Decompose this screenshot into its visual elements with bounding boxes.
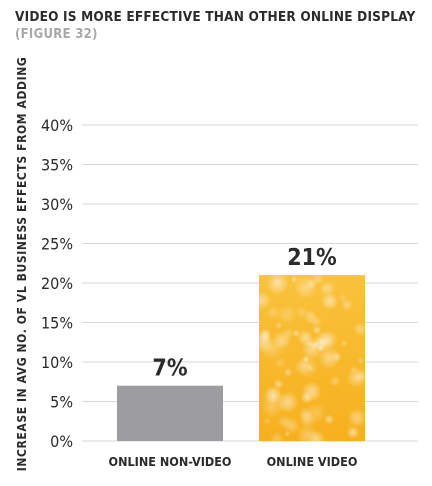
bar-online-video <box>259 275 365 441</box>
y-tick-label: 10% <box>41 353 73 372</box>
y-tick-label: 15% <box>41 314 73 333</box>
x-axis-categories: ONLINE NON-VIDEO ONLINE VIDEO <box>109 454 358 469</box>
y-tick-label: 20% <box>41 274 73 293</box>
bar-online-non-video <box>117 385 223 441</box>
bokeh-texture <box>259 275 365 441</box>
y-tick-label: 35% <box>41 156 73 175</box>
bars <box>117 275 365 441</box>
data-label: 21% <box>287 245 337 271</box>
chart-subtitle: (FIGURE 32) <box>15 27 98 42</box>
y-tick-label: 40% <box>41 116 73 135</box>
y-tick-label: 25% <box>41 235 73 254</box>
x-category-label: ONLINE VIDEO <box>267 454 358 469</box>
chart-title: VIDEO IS MORE EFFECTIVE THAN OTHER ONLIN… <box>15 9 416 25</box>
data-labels: 7% 21% <box>152 245 337 382</box>
y-axis-label: INCREASE IN AVG NO. OF VL BUSINESS EFFEC… <box>15 57 29 472</box>
y-axis-ticks: 0% 5% 10% 15% 20% 25% 30% 35% 40% <box>41 116 73 451</box>
y-tick-label: 0% <box>50 432 73 451</box>
data-label: 7% <box>152 356 187 382</box>
y-tick-label: 5% <box>50 393 73 412</box>
y-tick-label: 30% <box>41 195 73 214</box>
x-category-label: ONLINE NON-VIDEO <box>109 454 232 469</box>
